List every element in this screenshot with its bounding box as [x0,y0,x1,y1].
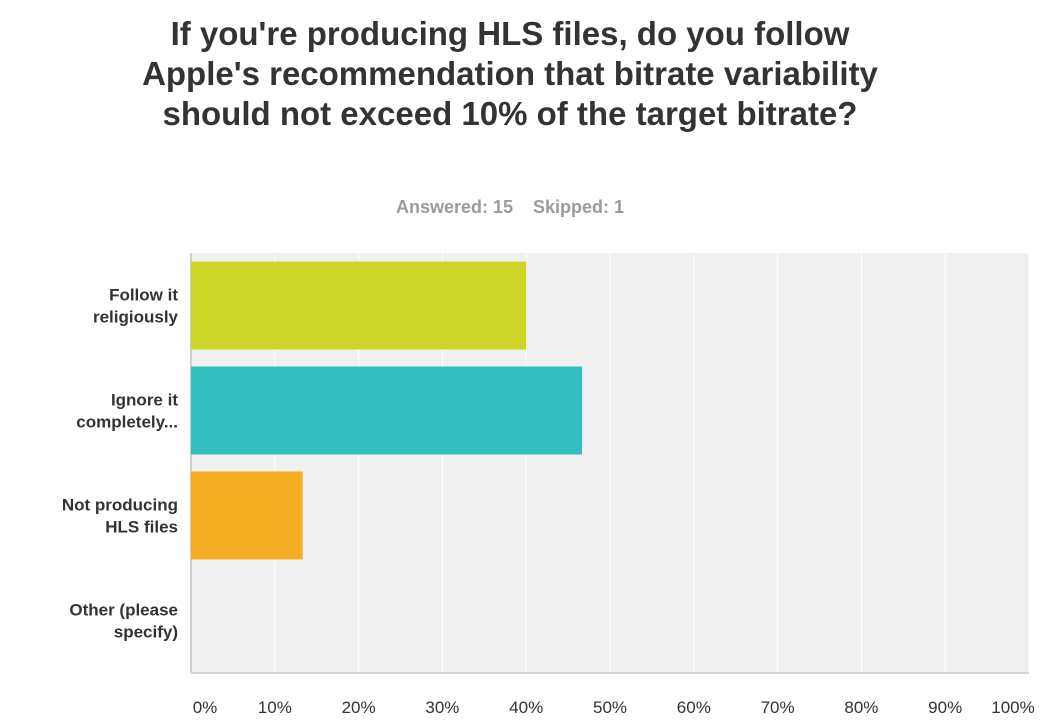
x-tick-label: 30% [425,698,459,717]
category-label: Follow it [109,286,178,305]
x-tick-label: 70% [761,698,795,717]
x-tick-label: 90% [928,698,962,717]
x-tick-label: 0% [193,698,218,717]
x-tick-label: 60% [677,698,711,717]
category-label: Other (please [69,601,178,620]
bar [191,261,527,350]
x-tick-label: 20% [342,698,376,717]
skipped-count: Skipped: 1 [533,197,625,217]
category-label: completely... [76,413,178,432]
category-label: specify) [114,623,178,642]
answered-count: Answered: 15 [395,197,513,217]
question-title: If you're producing HLS files, do you fo… [142,15,878,132]
category-label: Ignore it [111,391,178,410]
x-tick-label: 40% [509,698,543,717]
bar [191,366,583,455]
x-tick-label: 100% [991,698,1034,717]
x-tick-label: 10% [258,698,292,717]
category-label: religiously [93,308,179,327]
x-tick-label: 50% [593,698,627,717]
bar [191,471,303,560]
category-labels: Follow it religiously Ignore it completely.… [62,286,179,642]
x-axis-ticks: 0% 10% 20% 30% 40% 50% 60% 70% 80% 90% 100% [193,698,1035,717]
response-stats: Answered: 15 Skipped: 1 [0,197,1020,218]
category-label: HLS files [105,518,178,537]
bars [191,261,583,560]
x-tick-label: 80% [844,698,878,717]
category-label: Not producing [62,496,178,515]
